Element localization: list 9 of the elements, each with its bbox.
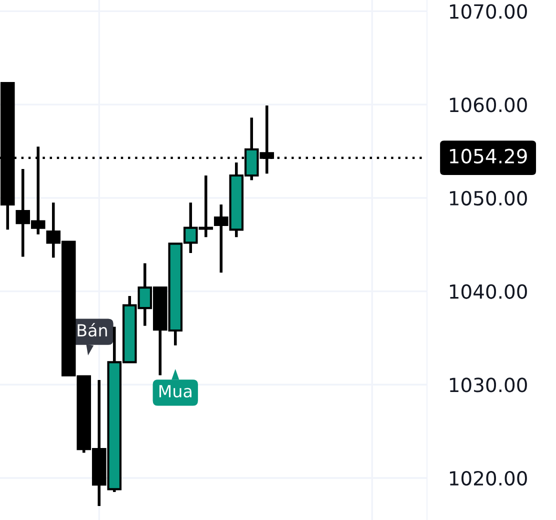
y-tick-label: 1060.00 [450, 98, 527, 112]
y-tick-label: 1040.00 [450, 284, 527, 299]
ref-line-label: 1054.29 [450, 148, 527, 164]
y-tick-label: 1020.00 [450, 470, 527, 486]
y-tick-label: 1030.00 [450, 378, 527, 392]
annotation: Bán [78, 323, 107, 337]
y-tick-label: 1070.00 [450, 4, 527, 19]
annotation: Mua [159, 385, 192, 398]
y-tick-label: 1050.00 [450, 190, 527, 206]
